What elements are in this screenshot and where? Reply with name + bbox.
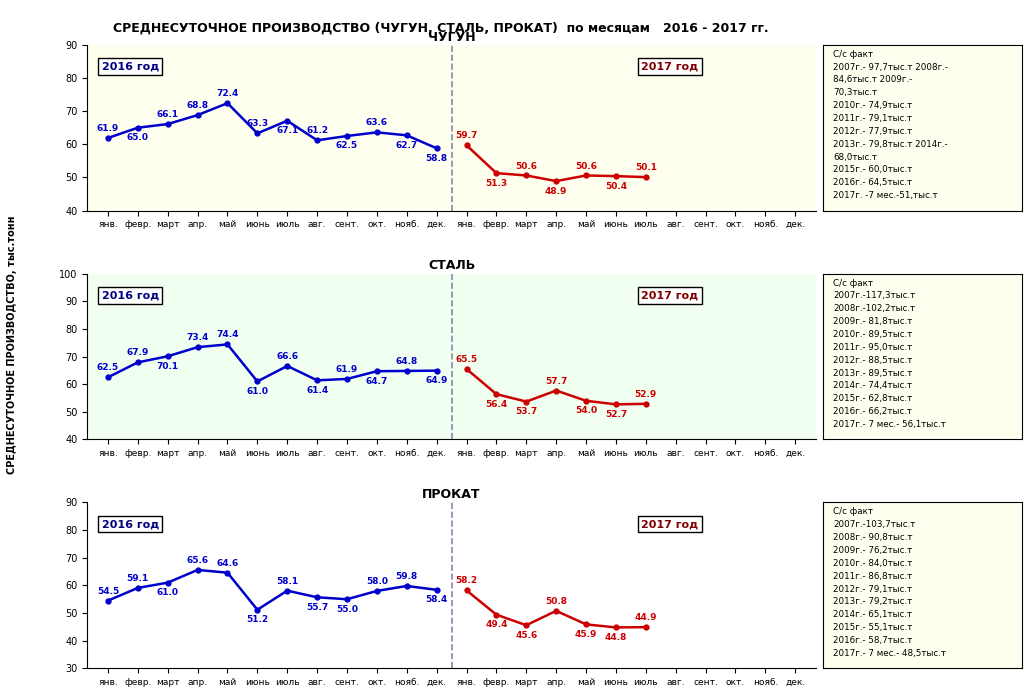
Text: СРЕДНЕСУТОЧНОЕ ПРОИЗВОДСТВО (ЧУГУН, СТАЛЬ, ПРОКАТ)  по месяцам   2016 - 2017 гг.: СРЕДНЕСУТОЧНОЕ ПРОИЗВОДСТВО (ЧУГУН, СТАЛ… <box>113 22 768 35</box>
Text: 58.2: 58.2 <box>456 577 477 586</box>
Text: 2016 год: 2016 год <box>101 61 159 72</box>
Text: 63.3: 63.3 <box>247 119 268 128</box>
Text: 45.6: 45.6 <box>515 630 538 639</box>
Text: 2017 год: 2017 год <box>641 61 698 72</box>
Text: 2016 год: 2016 год <box>101 290 159 300</box>
Text: 58.4: 58.4 <box>426 595 447 604</box>
Text: 66.6: 66.6 <box>276 352 298 361</box>
Text: 58.0: 58.0 <box>366 577 388 586</box>
Text: 64.8: 64.8 <box>395 357 418 366</box>
Text: 59.7: 59.7 <box>456 132 478 141</box>
Text: 65.6: 65.6 <box>186 556 209 565</box>
Text: 61.2: 61.2 <box>306 126 328 135</box>
Text: 61.0: 61.0 <box>247 387 268 396</box>
Text: 54.0: 54.0 <box>575 407 597 415</box>
Text: 49.4: 49.4 <box>485 620 508 629</box>
Text: 59.1: 59.1 <box>127 574 148 583</box>
Text: 65.5: 65.5 <box>456 355 477 364</box>
Text: 70.1: 70.1 <box>157 362 179 371</box>
Text: 44.8: 44.8 <box>605 633 627 642</box>
Text: 2017 год: 2017 год <box>641 519 698 529</box>
Text: 45.9: 45.9 <box>574 630 597 639</box>
Text: 48.9: 48.9 <box>545 187 567 196</box>
Text: 51.3: 51.3 <box>485 178 508 187</box>
Text: 62.5: 62.5 <box>97 363 119 372</box>
Title: ПРОКАТ: ПРОКАТ <box>422 489 481 502</box>
Text: 50.4: 50.4 <box>605 182 627 191</box>
Text: С/с факт
2007г.-103,7тыс.т
2008г.- 90,8тыс.т
2009г.- 76,2тыс.т
2010г.- 84,0тыс.т: С/с факт 2007г.-103,7тыс.т 2008г.- 90,8т… <box>834 508 946 658</box>
Text: 53.7: 53.7 <box>515 407 538 416</box>
Text: 50.1: 50.1 <box>635 163 656 172</box>
Text: 68.8: 68.8 <box>186 101 209 110</box>
Text: 59.8: 59.8 <box>395 572 418 581</box>
Text: 64.9: 64.9 <box>425 376 447 385</box>
Text: 65.0: 65.0 <box>127 133 148 142</box>
Text: 74.4: 74.4 <box>216 331 239 340</box>
Text: 52.9: 52.9 <box>635 390 657 399</box>
Text: 51.2: 51.2 <box>247 615 268 624</box>
Text: 58.8: 58.8 <box>426 154 447 163</box>
Text: 73.4: 73.4 <box>186 333 209 342</box>
Text: 54.5: 54.5 <box>97 586 119 596</box>
Text: 62.5: 62.5 <box>336 141 358 150</box>
Text: 61.9: 61.9 <box>336 365 358 374</box>
Text: С/с факт
2007г.-117,3тыс.т
2008г.-102,2тыс.т
2009г.- 81,8тыс.т
2010г.- 89,5тыс.т: С/с факт 2007г.-117,3тыс.т 2008г.-102,2т… <box>834 278 946 429</box>
Text: 50.6: 50.6 <box>575 161 597 170</box>
Text: 57.7: 57.7 <box>545 377 567 386</box>
Text: 2016 год: 2016 год <box>101 519 159 529</box>
Text: 63.6: 63.6 <box>366 119 388 127</box>
Text: СРЕДНЕСУТОЧНОЕ ПРОИЗВОДСТВО, тыс.тонн: СРЕДНЕСУТОЧНОЕ ПРОИЗВОДСТВО, тыс.тонн <box>7 215 17 474</box>
Title: ЧУГУН: ЧУГУН <box>428 30 475 43</box>
Title: СТАЛЬ: СТАЛЬ <box>428 260 475 272</box>
Text: 2017 год: 2017 год <box>641 290 698 300</box>
Text: 61.9: 61.9 <box>97 124 119 133</box>
Text: 66.1: 66.1 <box>157 110 179 119</box>
Text: 50.8: 50.8 <box>545 597 567 606</box>
Text: 62.7: 62.7 <box>395 141 418 150</box>
Text: 61.0: 61.0 <box>157 588 179 597</box>
Text: 50.6: 50.6 <box>515 161 538 170</box>
Text: 64.6: 64.6 <box>216 559 239 568</box>
Text: 72.4: 72.4 <box>216 89 239 99</box>
Text: 56.4: 56.4 <box>485 400 508 409</box>
Text: 67.9: 67.9 <box>127 349 150 358</box>
Text: 61.4: 61.4 <box>306 386 329 395</box>
Text: 67.1: 67.1 <box>276 126 298 135</box>
Text: С/с факт
2007г.- 97,7тыс.т 2008г.-
84,6тыс.т 2009г.-
70,3тыс.т
2010г.- 74,9тыс.т: С/с факт 2007г.- 97,7тыс.т 2008г.- 84,6т… <box>834 50 948 200</box>
Text: 58.1: 58.1 <box>276 577 298 586</box>
Text: 44.9: 44.9 <box>635 613 657 622</box>
Text: 55.7: 55.7 <box>306 603 329 612</box>
Text: 55.0: 55.0 <box>336 605 358 614</box>
Text: 52.7: 52.7 <box>605 410 627 419</box>
Text: 64.7: 64.7 <box>366 377 388 386</box>
